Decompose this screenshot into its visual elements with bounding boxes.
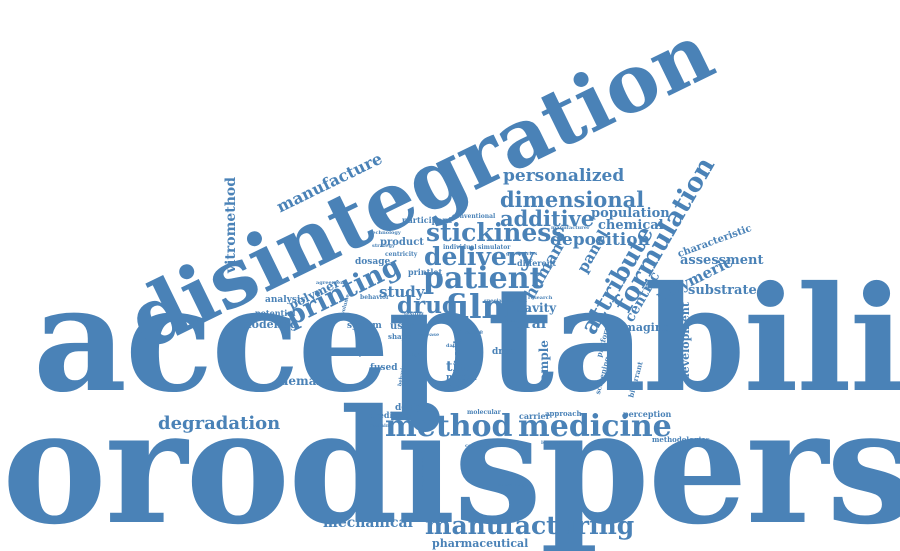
- word-study: study: [379, 283, 425, 301]
- word-data: data: [446, 343, 459, 349]
- word-vitromethod: vitromethod: [223, 176, 240, 274]
- word-medicine: medicine: [518, 409, 672, 444]
- word-imaging: imaging: [620, 321, 671, 334]
- word-manufacturing: manufacturing: [425, 511, 635, 540]
- word-analysis: analysis: [265, 295, 306, 305]
- word-participant: participant: [402, 215, 452, 225]
- word-orodispersible: orodispersible: [2, 376, 900, 551]
- word-assessment: assessment: [680, 253, 764, 268]
- word-sample: sample: [536, 340, 551, 388]
- word-weight: weight: [404, 352, 423, 358]
- word-dimensional: dimensional: [500, 187, 645, 212]
- word-comparable: comparable: [465, 443, 498, 449]
- word-needs: needs: [514, 308, 531, 314]
- word-measurement: measurement: [420, 451, 427, 490]
- word-potential: potential: [255, 308, 296, 318]
- word-degradation: degradation: [158, 413, 281, 434]
- word-perception: perception: [623, 409, 672, 419]
- word-substrate: substrate: [688, 283, 757, 298]
- word-release: release: [419, 332, 440, 338]
- word-different: different: [517, 258, 557, 268]
- word-manufacturer: manufacturer: [551, 225, 590, 231]
- word-user: user: [390, 321, 415, 332]
- word-demand: demand: [280, 374, 334, 388]
- word-time: time: [446, 359, 482, 375]
- word-carrier: carrier: [519, 411, 550, 421]
- word-technology: technology: [370, 230, 401, 236]
- word-defining: defining: [370, 423, 393, 429]
- word-shape: shape: [388, 332, 411, 341]
- word-printed: printed: [359, 352, 380, 358]
- word-geometries: geometries: [506, 251, 538, 257]
- word-development: development: [679, 301, 693, 382]
- word-forms: forms: [499, 318, 516, 324]
- word-approach: approach: [545, 409, 582, 418]
- word-conventional: conventional: [452, 213, 496, 220]
- word-dosage: dosage: [355, 257, 391, 267]
- word-centricity: centricity: [385, 251, 418, 258]
- word-printlet: printlet: [408, 267, 443, 277]
- word-vitro: vitro: [450, 326, 464, 355]
- word-drop: drop: [492, 347, 516, 357]
- word-simulator: simulator: [478, 244, 511, 251]
- word-molecular: molecular: [467, 409, 501, 416]
- word-acceptability: acceptability: [33, 255, 900, 425]
- word-agreement: agreement: [316, 280, 347, 286]
- word-stickiness: stickiness: [426, 218, 566, 247]
- word-product: product: [380, 237, 424, 248]
- word-novel: novel: [448, 383, 466, 390]
- word-individual: individual: [443, 244, 477, 251]
- word-additive: additive: [500, 206, 595, 231]
- word-pharmaceutical: pharmaceutical: [432, 537, 529, 550]
- word-fused: fused: [370, 363, 398, 373]
- word-behavior: behavior: [360, 294, 390, 301]
- word-personalized: personalized: [503, 166, 625, 186]
- word-special: special: [484, 298, 504, 304]
- word-patient: patient: [423, 261, 544, 296]
- word-model: model: [446, 373, 477, 383]
- word-strategy: strategy: [372, 243, 395, 249]
- word-testing: testing: [404, 311, 424, 317]
- word-deposition: deposition: [550, 230, 650, 250]
- word-research: research: [528, 295, 553, 301]
- word-score: score: [465, 329, 484, 336]
- word-current: current: [506, 298, 528, 304]
- word-modeling: modeling: [240, 318, 298, 331]
- word-film: film: [445, 287, 517, 326]
- word-loaded: loaded: [541, 440, 560, 446]
- word-methodologies: methodologies: [652, 435, 710, 444]
- word-prediction: prediction: [369, 410, 416, 420]
- word-mechanical: mechanical: [323, 515, 413, 531]
- word-population: population: [591, 206, 670, 221]
- word-design: design: [395, 403, 429, 413]
- word-method: method: [385, 409, 513, 444]
- word-chemical: chemical: [598, 218, 664, 233]
- word-knowledge: knowledge: [498, 482, 528, 488]
- word-delivery: delivery: [424, 242, 535, 271]
- word-system: system: [347, 321, 382, 331]
- word-oral: oral: [515, 316, 547, 332]
- word-cavity: cavity: [517, 301, 557, 315]
- word-drug: drug: [397, 292, 459, 319]
